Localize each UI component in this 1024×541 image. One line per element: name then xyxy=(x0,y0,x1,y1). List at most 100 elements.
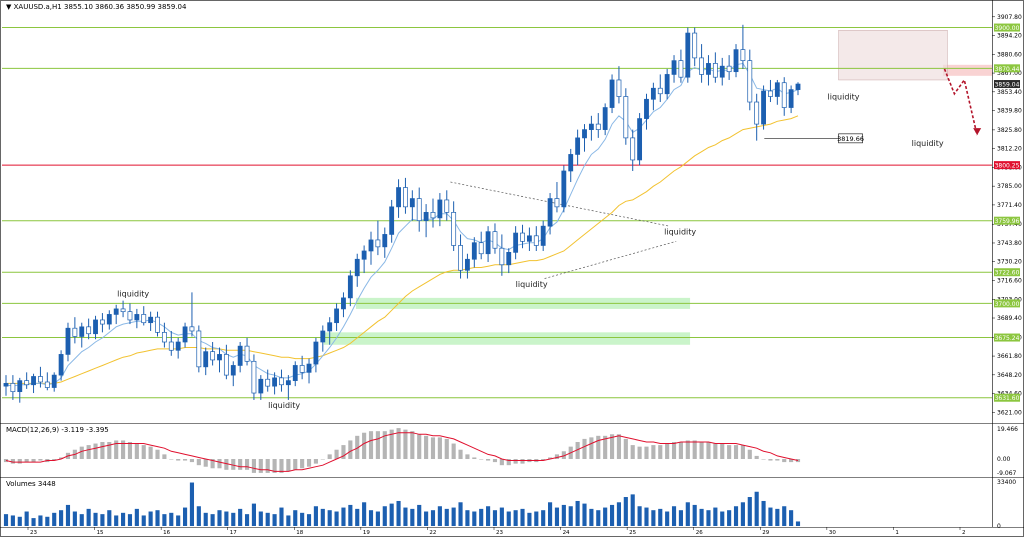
candle-bear xyxy=(416,198,422,221)
volume-bar xyxy=(348,504,353,526)
volume-bar xyxy=(93,512,98,526)
macd-bar xyxy=(541,459,546,461)
ema-fast-line xyxy=(5,62,799,387)
macd-bar xyxy=(740,445,745,459)
level-price-label: 3759.96 xyxy=(995,218,1020,225)
price-tick-label: 3867.00 xyxy=(997,70,1022,77)
projection-arrowhead xyxy=(973,128,982,136)
macd-signal-line xyxy=(5,432,799,472)
volume-bar xyxy=(148,511,153,526)
candle-bull xyxy=(306,363,312,373)
candle-bull xyxy=(506,252,512,266)
volume-bar xyxy=(362,502,367,526)
volume-bar xyxy=(265,512,270,526)
volume-bar xyxy=(534,511,539,526)
macd-bar xyxy=(238,459,243,470)
volume-bar xyxy=(341,507,346,526)
volume-bar xyxy=(561,504,566,526)
volume-bar xyxy=(10,515,15,526)
candle-bear xyxy=(155,316,160,333)
macd-bar xyxy=(362,432,367,459)
price-tick-label: 3743.80 xyxy=(997,240,1022,247)
candle-bull xyxy=(423,212,429,221)
candle-bull xyxy=(561,170,567,208)
collapse-arrow-icon[interactable]: ▼ xyxy=(6,3,12,11)
candle-bull xyxy=(17,380,23,393)
macd-bar xyxy=(754,455,759,459)
macd-bar xyxy=(458,449,463,459)
candle-bear xyxy=(375,239,381,248)
candle-bull xyxy=(774,82,780,97)
macd-bar xyxy=(630,445,635,459)
volume-bar xyxy=(79,514,84,526)
volume-bar xyxy=(65,504,71,526)
candle-bear xyxy=(747,60,753,103)
volume-bar xyxy=(31,518,36,526)
macd-bar xyxy=(437,437,442,459)
zone-supply xyxy=(942,64,992,76)
volume-bar xyxy=(575,500,580,526)
macd-bar xyxy=(10,459,15,464)
target-label-box xyxy=(838,133,863,144)
price-tick-label: 3689.40 xyxy=(997,315,1022,322)
candle-bull xyxy=(513,232,519,253)
volume-bar xyxy=(272,514,277,526)
volume-bar xyxy=(231,512,236,526)
volume-bar xyxy=(630,494,635,526)
macd-bar xyxy=(554,454,560,459)
candle-bull xyxy=(79,326,85,337)
volume-bar xyxy=(17,516,22,526)
volume-bar xyxy=(327,510,332,526)
macd-bar xyxy=(196,459,201,466)
volume-bar xyxy=(623,497,628,526)
liquidity-annotation: liquidity xyxy=(268,401,300,410)
candle-bull xyxy=(272,377,278,387)
macd-bar xyxy=(465,454,470,459)
candle-bull xyxy=(113,308,119,315)
macd-bar xyxy=(265,459,270,473)
macd-bar xyxy=(375,431,380,459)
volume-bar xyxy=(665,511,670,526)
candle-bear xyxy=(712,63,718,78)
volume-bar xyxy=(720,511,725,526)
macd-bar xyxy=(706,442,711,459)
time-tick-label: 25 xyxy=(629,530,636,536)
chart-header: ▼ XAUUSD.a,H1 3855.10 3860.36 3850.99 38… xyxy=(6,3,186,11)
volume-bar xyxy=(334,511,339,526)
candle-bear xyxy=(279,377,284,386)
time-tick-label: 22 xyxy=(429,530,436,536)
volume-bar xyxy=(727,510,732,526)
macd-bar xyxy=(258,459,263,473)
price-tick-label: 3730.20 xyxy=(997,259,1022,266)
liquidity-annotation: liquidity xyxy=(828,92,860,101)
volume-bar xyxy=(100,514,105,526)
macd-bar xyxy=(107,442,112,459)
candle-bull xyxy=(650,87,656,100)
volume-bar xyxy=(203,512,208,526)
volume-bar xyxy=(24,511,29,526)
macd-bar xyxy=(100,442,105,459)
level-price-label: 3900.00 xyxy=(995,25,1020,32)
volume-bars xyxy=(3,482,801,526)
macd-bar xyxy=(341,445,346,459)
volume-bar xyxy=(396,500,401,526)
time-tick-label: 19 xyxy=(363,530,370,536)
macd-bar xyxy=(747,449,752,459)
macd-bar xyxy=(671,442,677,459)
macd-bar xyxy=(589,437,594,459)
macd-bar xyxy=(348,440,353,459)
time-tick-label: 18 xyxy=(296,530,303,536)
volume-bar xyxy=(671,506,677,526)
volume-bar xyxy=(293,510,298,526)
volume-bar xyxy=(499,507,504,526)
volume-bar xyxy=(279,507,284,526)
current-price-label: 3859.04 xyxy=(995,82,1020,89)
macd-bar xyxy=(720,443,725,459)
candle-bull xyxy=(671,60,677,75)
macd-bar xyxy=(623,438,628,459)
candle-bear xyxy=(244,345,250,362)
volume-bar xyxy=(355,508,360,526)
candle-bull xyxy=(664,74,670,95)
zone-demand xyxy=(323,332,691,345)
